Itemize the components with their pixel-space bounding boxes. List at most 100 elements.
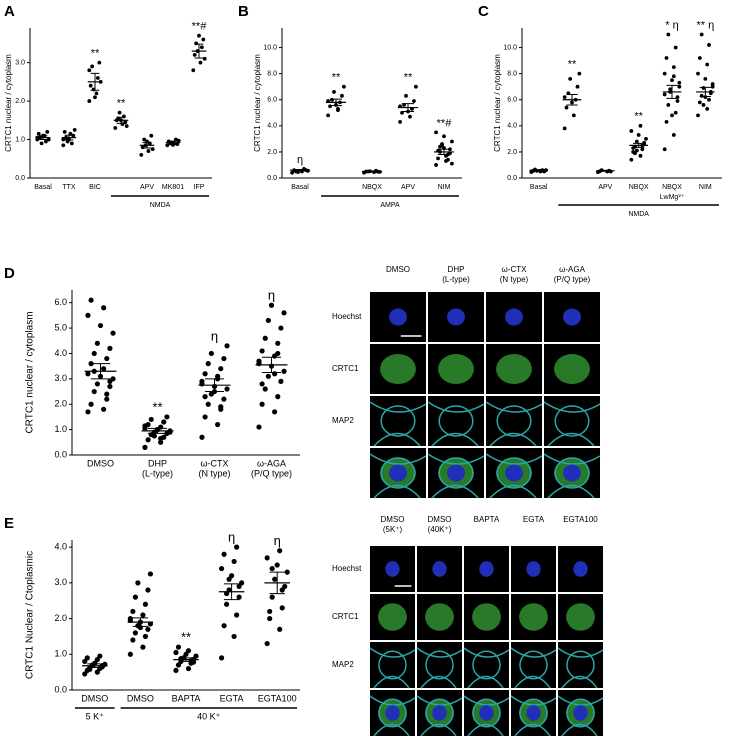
data-point [84, 655, 90, 661]
data-point [705, 62, 710, 67]
data-point [696, 71, 700, 76]
data-point [670, 78, 674, 83]
dendrites [510, 647, 557, 689]
significance: ** η [696, 19, 714, 31]
y-tick-label: 4.0 [54, 348, 67, 358]
row-label: Hoechst [332, 564, 362, 573]
data-point [147, 571, 154, 577]
data-point [568, 76, 573, 81]
nucleus [505, 464, 523, 482]
x-tick-label: EGTA100 [258, 693, 297, 703]
panel-letter: E [4, 515, 14, 532]
cell-body [438, 354, 474, 384]
dendrites [557, 695, 604, 736]
error-bar [566, 94, 578, 106]
dendrites [369, 401, 427, 447]
data-point [191, 68, 196, 73]
data-point [45, 129, 50, 134]
data-point [88, 297, 94, 303]
data-point [450, 161, 454, 166]
data-point [644, 136, 648, 141]
data-point [132, 630, 138, 636]
micrograph-tile [417, 642, 462, 688]
row-label: CRTC1 [332, 612, 359, 621]
data-point [161, 419, 167, 425]
cell-body [519, 603, 548, 631]
y-tick-label: 2.0 [507, 149, 517, 156]
x-tick-label: ω-AGA [257, 458, 286, 468]
y-tick-label: 2.0 [267, 149, 277, 156]
column-header: BAPTA [474, 515, 500, 524]
data-point [697, 56, 702, 60]
nucleus [385, 705, 400, 721]
significance: ** [152, 399, 162, 414]
y-tick-label: 1.0 [54, 649, 67, 659]
group-label: 5 K⁺ [86, 711, 105, 721]
significance: η [268, 288, 275, 303]
dendrites [416, 647, 463, 689]
data-point [412, 99, 416, 103]
y-axis-label: CRTC1 Nuclear / Ctoplasmic [25, 551, 36, 679]
data-point [205, 401, 211, 407]
micrograph-tile [486, 396, 542, 446]
column-header: ω-AGA [559, 265, 585, 274]
data-point [218, 565, 225, 572]
data-point [275, 350, 281, 357]
group-label: NMDA [150, 202, 171, 209]
micrograph-tile [558, 642, 603, 688]
group-label: NMDA [628, 211, 649, 218]
data-point [662, 92, 667, 97]
x-tick-label: DMSO [87, 458, 114, 468]
y-tick-label: 5.0 [54, 322, 67, 332]
nucleus [563, 308, 581, 326]
group-label: AMPA [380, 202, 400, 209]
data-point [701, 103, 706, 107]
data-point [151, 433, 157, 439]
data-point [197, 33, 201, 38]
micrograph-tile [370, 396, 426, 446]
x-tick-note: (L-type) [142, 468, 173, 478]
data-point [673, 45, 678, 50]
data-point [664, 56, 669, 60]
column-header: (P/Q type) [554, 275, 591, 284]
data-point [218, 655, 225, 661]
data-point [710, 84, 715, 89]
y-tick-label: 2.0 [54, 399, 67, 409]
column-header: (40K⁺) [428, 525, 452, 534]
data-point [158, 439, 164, 445]
group-label: 40 K⁺ [197, 711, 221, 721]
data-point [173, 649, 179, 656]
nucleus [573, 705, 588, 721]
data-point [274, 562, 280, 568]
data-point [117, 110, 122, 115]
data-point [673, 110, 678, 115]
data-point [148, 416, 154, 423]
data-point [107, 345, 113, 351]
nucleus [389, 464, 407, 482]
data-point [107, 378, 113, 384]
data-point [434, 130, 438, 135]
data-point [226, 576, 232, 582]
cell-body [425, 603, 454, 631]
y-tick-label: 3.0 [54, 373, 67, 383]
x-tick-label: APV [598, 184, 612, 191]
data-point [68, 131, 73, 136]
error-bar [38, 135, 48, 141]
error-bar [365, 170, 379, 173]
y-axis-label: CRTC1 nuclear / cytoplasm [253, 54, 262, 152]
data-point [104, 355, 110, 362]
data-point [269, 594, 275, 600]
dendrites [463, 695, 510, 736]
data-point [140, 612, 146, 618]
cell-body [496, 354, 532, 384]
data-point [130, 637, 136, 643]
data-point [336, 106, 340, 111]
y-tick-label: 4.0 [54, 542, 67, 552]
data-point [95, 76, 100, 80]
cell-body [378, 603, 407, 631]
data-point [262, 335, 268, 341]
data-point [231, 633, 237, 640]
data-point [101, 366, 107, 372]
data-point [414, 84, 418, 89]
data-point [185, 665, 192, 672]
